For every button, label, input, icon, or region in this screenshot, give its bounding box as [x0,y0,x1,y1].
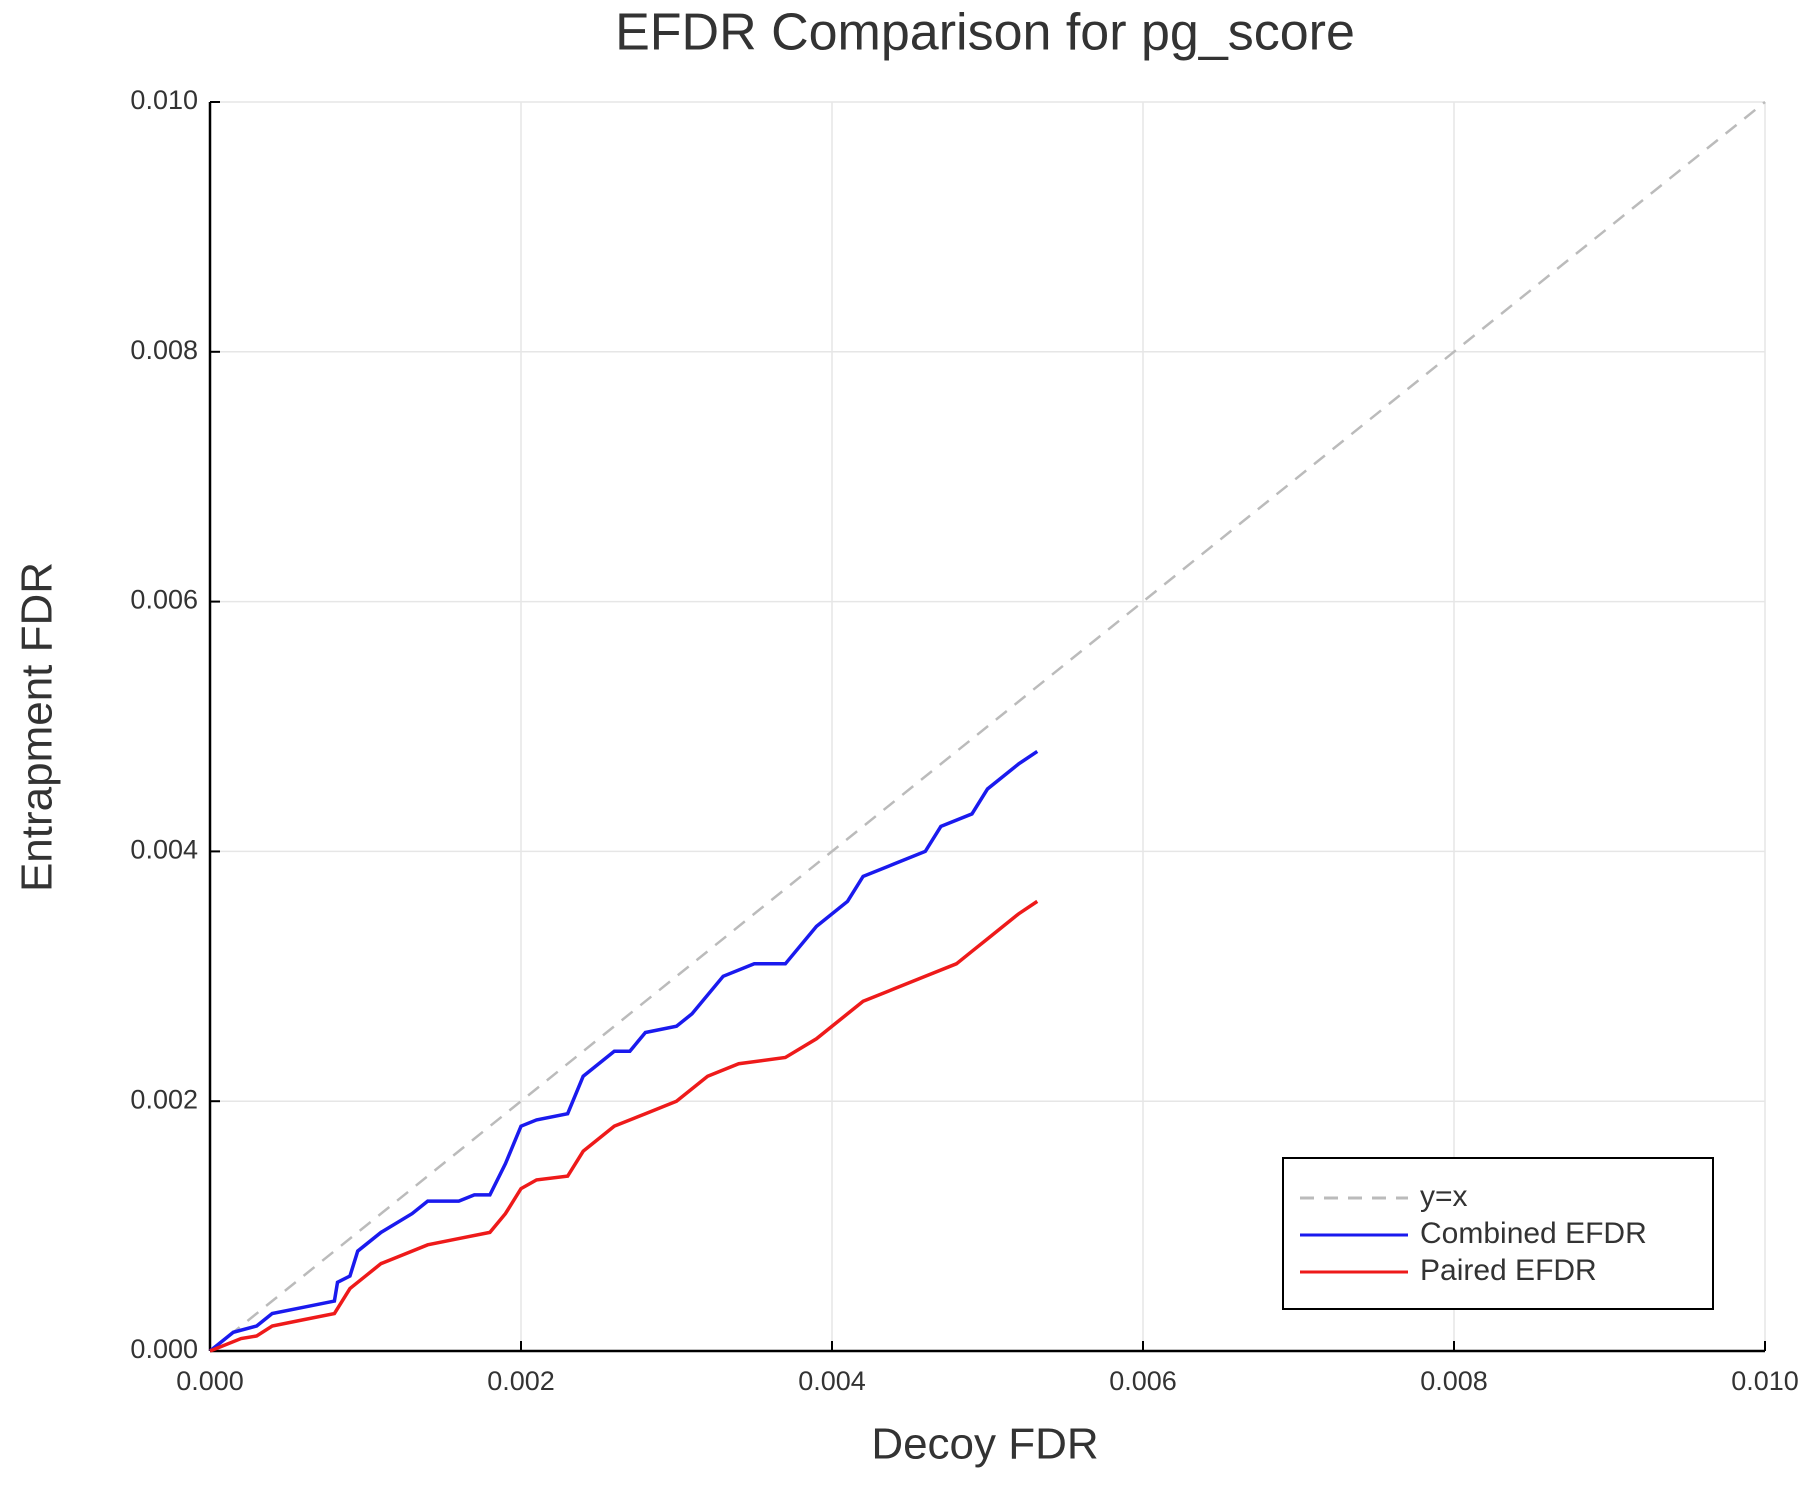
y-tick-label: 0.002 [130,1084,198,1114]
legend-label: Combined EFDR [1420,1217,1647,1250]
x-tick-label: 0.006 [1109,1366,1177,1396]
x-tick-label: 0.008 [1420,1366,1488,1396]
y-tick-label: 0.010 [130,85,198,115]
series-line [209,899,1039,1353]
series-line [209,101,1766,1352]
x-tick-label: 0.010 [1731,1366,1799,1396]
x-tick-label: 0.000 [176,1366,244,1396]
x-tick-label: 0.004 [798,1366,866,1396]
y-tick-label: 0.004 [130,835,198,865]
y-axis-label: Entrapment FDR [13,562,62,892]
y-tick-label: 0.008 [130,335,198,365]
chart-title: EFDR Comparison for pg_score [615,4,1355,62]
legend-label: Paired EFDR [1420,1254,1597,1287]
series-line [208,750,1039,1353]
x-axis-label: Decoy FDR [871,1420,1098,1469]
y-tick-label: 0.000 [130,1334,198,1364]
y-tick-label: 0.006 [130,585,198,615]
x-tick-label: 0.002 [487,1366,555,1396]
legend-label: y=x [1420,1180,1468,1213]
